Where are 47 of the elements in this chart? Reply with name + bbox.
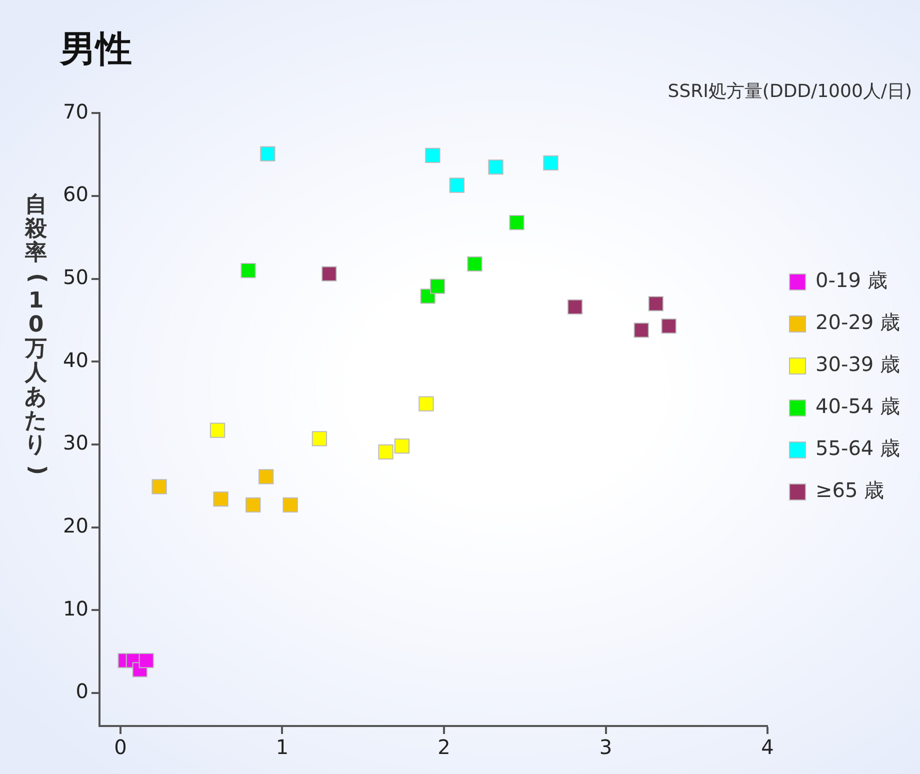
- point: [430, 278, 446, 294]
- point: [467, 256, 482, 272]
- y-tick-label: 40: [62, 348, 88, 372]
- y-tick-label: 0: [76, 679, 88, 704]
- point: [282, 497, 298, 512]
- point: [648, 296, 664, 312]
- point: [260, 146, 276, 162]
- point: [213, 492, 228, 507]
- x-axis-title: SSRI処方量(DDD/1000人/日): [668, 80, 912, 102]
- point: [312, 431, 328, 446]
- y-tick-label: 60: [62, 182, 88, 206]
- point: [661, 318, 676, 334]
- y-tick-label: 20: [62, 513, 88, 538]
- x-tick-label: 4: [761, 735, 774, 760]
- point: [378, 444, 394, 460]
- point: [210, 422, 226, 438]
- point: [543, 155, 558, 170]
- point: [488, 159, 504, 175]
- x-tick-label: 0: [114, 735, 127, 760]
- legend-label: 0-19 歳: [816, 268, 888, 292]
- legend-label: 40-54 歳: [816, 394, 900, 418]
- y-tick-label: 30: [62, 430, 88, 455]
- point: [246, 497, 261, 512]
- point: [634, 322, 649, 338]
- point: [258, 469, 274, 484]
- point: [152, 479, 167, 494]
- point: [449, 178, 465, 193]
- legend-label: 55-64 歳: [816, 436, 900, 460]
- x-tick-label: 1: [276, 735, 289, 760]
- point: [394, 438, 410, 454]
- point: [322, 266, 337, 282]
- x-tick-label: 3: [599, 735, 612, 760]
- legend-label: 20-29 歳: [816, 310, 900, 334]
- point: [418, 396, 434, 412]
- legend-label: ≥65 歳: [816, 478, 884, 502]
- point: [509, 214, 524, 230]
- point: [240, 262, 256, 278]
- point: [138, 653, 154, 668]
- point: [567, 299, 583, 315]
- point: [425, 148, 440, 164]
- y-tick-label: 50: [62, 265, 88, 290]
- y-tick-label: 10: [62, 596, 88, 620]
- legend-label: 30-39 歳: [816, 352, 900, 376]
- text: 自殺率(10万人あたり): [24, 192, 50, 476]
- chart-title: 男性: [59, 28, 132, 70]
- y-tick-label: 70: [62, 99, 88, 124]
- x-tick-label: 2: [438, 735, 450, 760]
